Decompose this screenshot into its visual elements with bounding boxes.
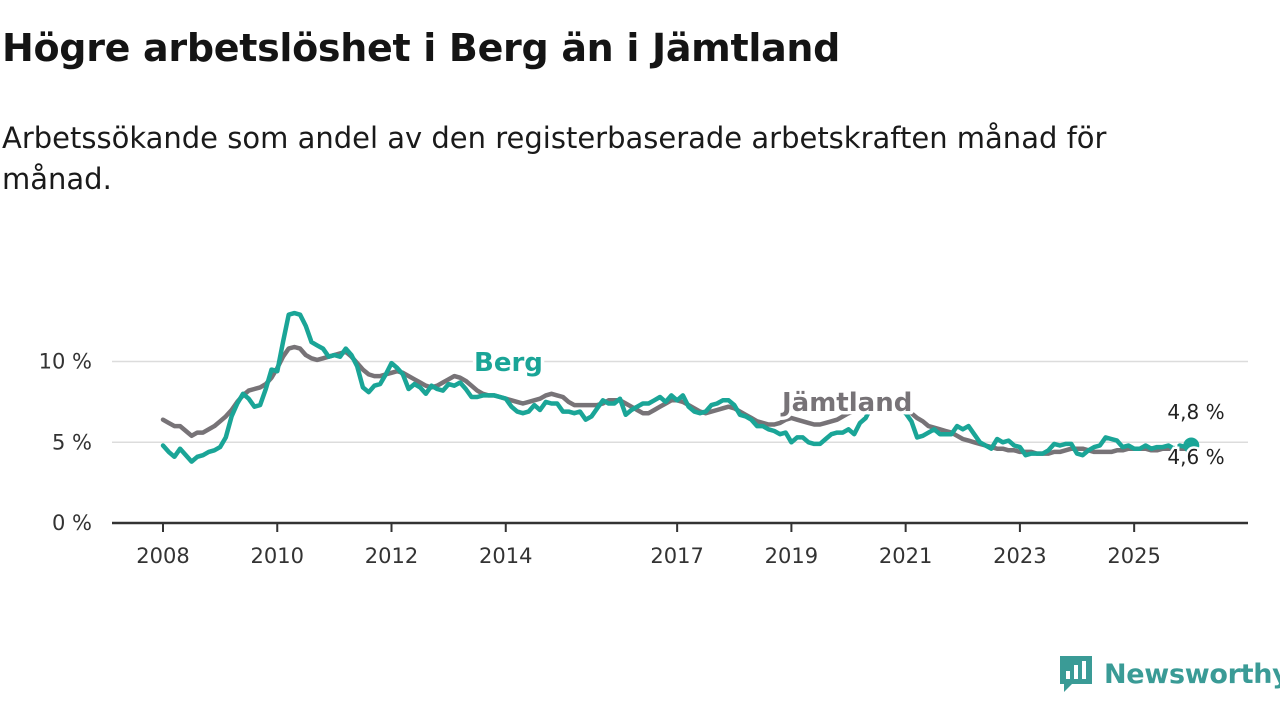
x-tick-label: 2012: [365, 544, 418, 568]
berg-end-point: [1183, 437, 1200, 454]
series-labels: Berg Jämtland 4,8 % 4,6 %: [471, 345, 1228, 472]
line-chart: 0 %5 %10 % 2008 2010 2012 2014 2017 2019 2021 2…: [39, 310, 1248, 568]
x-tick-label: 2023: [993, 544, 1046, 568]
x-tick-label: 2025: [1107, 544, 1160, 568]
jamtland-end-value-label: 4,6 %: [1167, 445, 1224, 469]
chart-title: Högre arbetslöshet i Berg än i Jämtland: [2, 26, 841, 70]
series-lines: [160, 310, 1200, 464]
berg-series-label: Berg: [474, 348, 543, 378]
x-tick-label: 2010: [251, 544, 304, 568]
y-axis-ticks: 0 % 5 % 10 %: [39, 350, 92, 535]
brand-name: Newsworthy: [1104, 658, 1280, 690]
chart-subtitle: Arbetssökande som andel av den registerb…: [2, 121, 1107, 196]
x-tick-label: 2019: [765, 544, 818, 568]
y-tick-label: 0 %: [52, 511, 92, 535]
x-tick-label: 2014: [479, 544, 532, 568]
jamtland-series-label: Jämtland: [780, 388, 912, 418]
y-tick-label: 5 %: [52, 430, 92, 454]
x-tick-label: 2017: [650, 544, 703, 568]
grid-lines: [112, 360, 1248, 525]
berg-series-line: [160, 310, 1194, 464]
brand-logo: Newsworthy: [1058, 654, 1280, 694]
x-tick-label: 2008: [136, 544, 189, 568]
berg-end-value-label: 4,8 %: [1167, 400, 1224, 424]
x-tick-label: 2021: [879, 544, 932, 568]
x-axis-ticks: 2008 2010 2012 2014 2017 2019 2021 2023 2025: [136, 523, 1161, 568]
newsworthy-logo-icon: [1060, 656, 1092, 692]
y-tick-label: 10 %: [39, 350, 92, 374]
